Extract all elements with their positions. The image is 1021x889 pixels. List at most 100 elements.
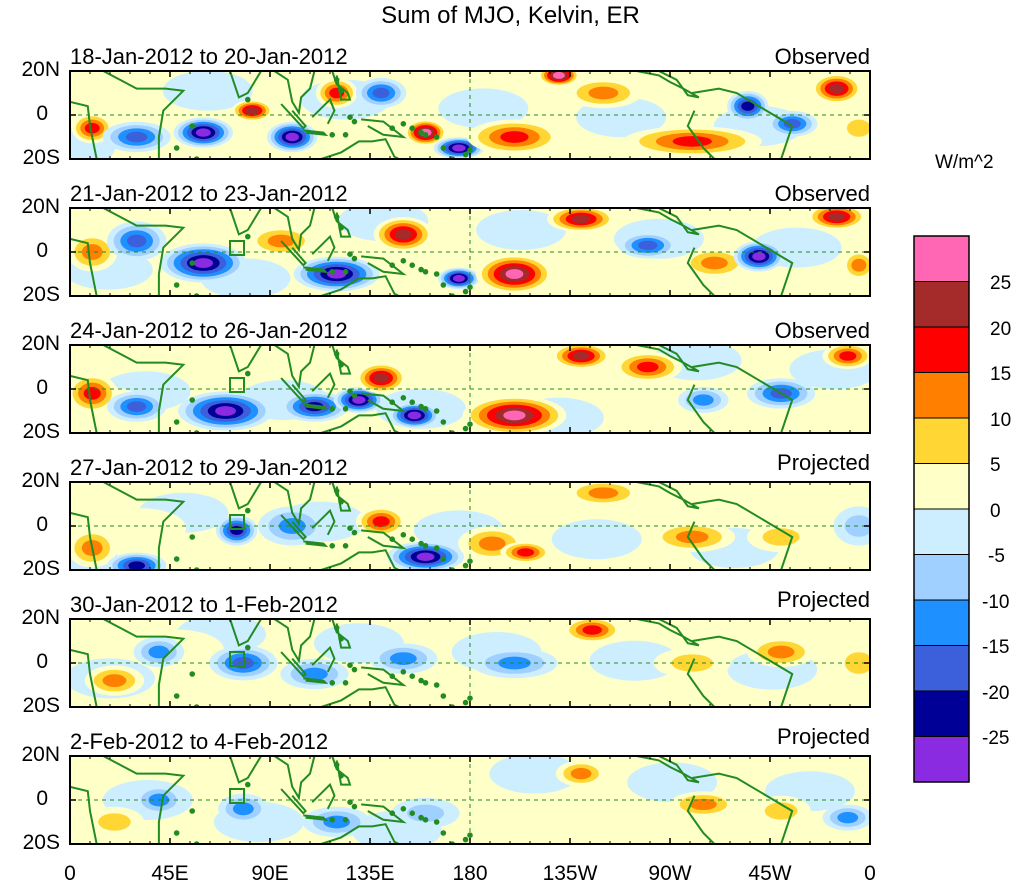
coastline xyxy=(636,71,700,99)
island-dot xyxy=(389,673,396,680)
coastline xyxy=(273,619,316,664)
panel-3-lat-20s: 20S xyxy=(22,420,60,443)
panel-6-status: Projected xyxy=(777,724,870,749)
island-dot xyxy=(347,525,353,532)
island-dot xyxy=(333,488,340,494)
panel-1-dates: 18-Jan-2012 to 20-Jan-2012 xyxy=(70,44,348,69)
anomaly-contour xyxy=(752,252,766,261)
panel-4-status: Projected xyxy=(777,450,870,475)
island-dot xyxy=(409,536,416,543)
panel-5-lat-20n: 20N xyxy=(21,606,60,629)
island-dot xyxy=(462,699,469,706)
anomaly-contour xyxy=(572,351,590,361)
island-dot xyxy=(338,88,344,94)
island-dot xyxy=(244,96,251,103)
anomaly-contour xyxy=(162,71,253,111)
coastline xyxy=(273,208,316,253)
anomaly-contour xyxy=(81,244,103,260)
panel-5-lat-0: 0 xyxy=(36,650,48,673)
lon-tick-90w: 90W xyxy=(648,862,692,885)
coastline xyxy=(361,666,407,687)
island-dot xyxy=(342,543,349,549)
island-dot xyxy=(189,671,196,677)
coastline xyxy=(311,782,336,810)
anomaly-contour xyxy=(389,652,417,665)
panel-2-lat-20n: 20N xyxy=(21,195,60,218)
map-panel-4 xyxy=(69,481,871,571)
anomaly-contour xyxy=(689,798,717,811)
coastlines xyxy=(70,345,794,433)
anomaly-contour xyxy=(373,373,389,383)
anomaly-contour xyxy=(638,240,658,251)
anomaly-contour xyxy=(520,669,611,707)
anomaly-contour xyxy=(489,756,580,794)
anomaly-contour xyxy=(672,136,712,147)
panel-field xyxy=(70,71,870,159)
colorbar-swatch xyxy=(913,736,970,783)
anomaly-contour xyxy=(438,88,529,129)
island-dot xyxy=(338,773,344,779)
anomaly-contour xyxy=(169,345,260,383)
anomaly-contour xyxy=(692,394,714,406)
anomaly-contour xyxy=(478,536,506,551)
coastline xyxy=(280,651,307,678)
island-dot xyxy=(347,799,353,806)
anomaly-contour xyxy=(839,351,857,361)
panel-field xyxy=(70,482,870,570)
island-dot xyxy=(173,282,180,288)
island-dot xyxy=(342,269,349,275)
panel-2-lat-20s: 20S xyxy=(22,283,60,306)
colorbar-swatch xyxy=(913,554,970,601)
island-dot xyxy=(440,830,447,836)
anomaly-contour xyxy=(570,767,592,780)
lon-tick-135e: 135E xyxy=(345,862,395,885)
panel-2-dates: 21-Jan-2012 to 23-Jan-2012 xyxy=(70,181,348,206)
island-dot xyxy=(173,556,180,562)
colorbar-tick: 0 xyxy=(990,501,1001,522)
island-dot xyxy=(418,403,424,410)
coastline xyxy=(280,240,307,267)
colorbar-frame xyxy=(913,235,970,783)
coastline xyxy=(70,208,186,296)
island-dot xyxy=(333,351,340,357)
coastline xyxy=(320,686,400,707)
panel-field xyxy=(70,345,870,433)
lon-tick-45w: 45W xyxy=(748,862,792,885)
island-dot xyxy=(351,666,358,673)
island-dot xyxy=(400,806,407,812)
colorbar-tick: -15 xyxy=(982,637,1010,658)
island-dot xyxy=(409,673,416,680)
anomaly-contour xyxy=(407,238,498,279)
panel-3-dates: 24-Jan-2012 to 26-Jan-2012 xyxy=(70,318,348,343)
island-dot xyxy=(189,808,196,814)
lon-tick-0-right: 0 xyxy=(864,862,876,885)
anomaly-contour xyxy=(301,667,328,681)
coastline xyxy=(636,619,700,647)
anomaly-contour xyxy=(783,119,801,129)
island-dot xyxy=(342,406,349,412)
target-box xyxy=(229,788,245,804)
island-dot xyxy=(189,123,196,129)
panel-3-lat-0: 0 xyxy=(36,376,48,399)
panel-1-status: Observed xyxy=(774,44,870,69)
colorbar-tick: 15 xyxy=(990,364,1012,385)
island-dot xyxy=(244,644,251,651)
island-dot xyxy=(351,529,358,536)
anomaly-contour xyxy=(829,83,845,94)
colorbar-tick: -20 xyxy=(982,683,1010,704)
coastline xyxy=(636,208,700,236)
colorbar-tick: 5 xyxy=(990,455,1001,476)
island-dot xyxy=(418,677,424,684)
coastline xyxy=(686,498,794,570)
anomaly-contour xyxy=(102,674,127,687)
island-dot xyxy=(347,114,353,121)
island-dot xyxy=(329,817,336,823)
coastline xyxy=(303,403,329,411)
island-dot xyxy=(433,819,440,825)
island-dot xyxy=(409,399,416,406)
anomaly-contour xyxy=(372,87,390,99)
coastline xyxy=(311,645,336,673)
island-dot xyxy=(440,693,447,699)
coastline xyxy=(70,345,186,433)
colorbar-swatch xyxy=(913,417,970,464)
